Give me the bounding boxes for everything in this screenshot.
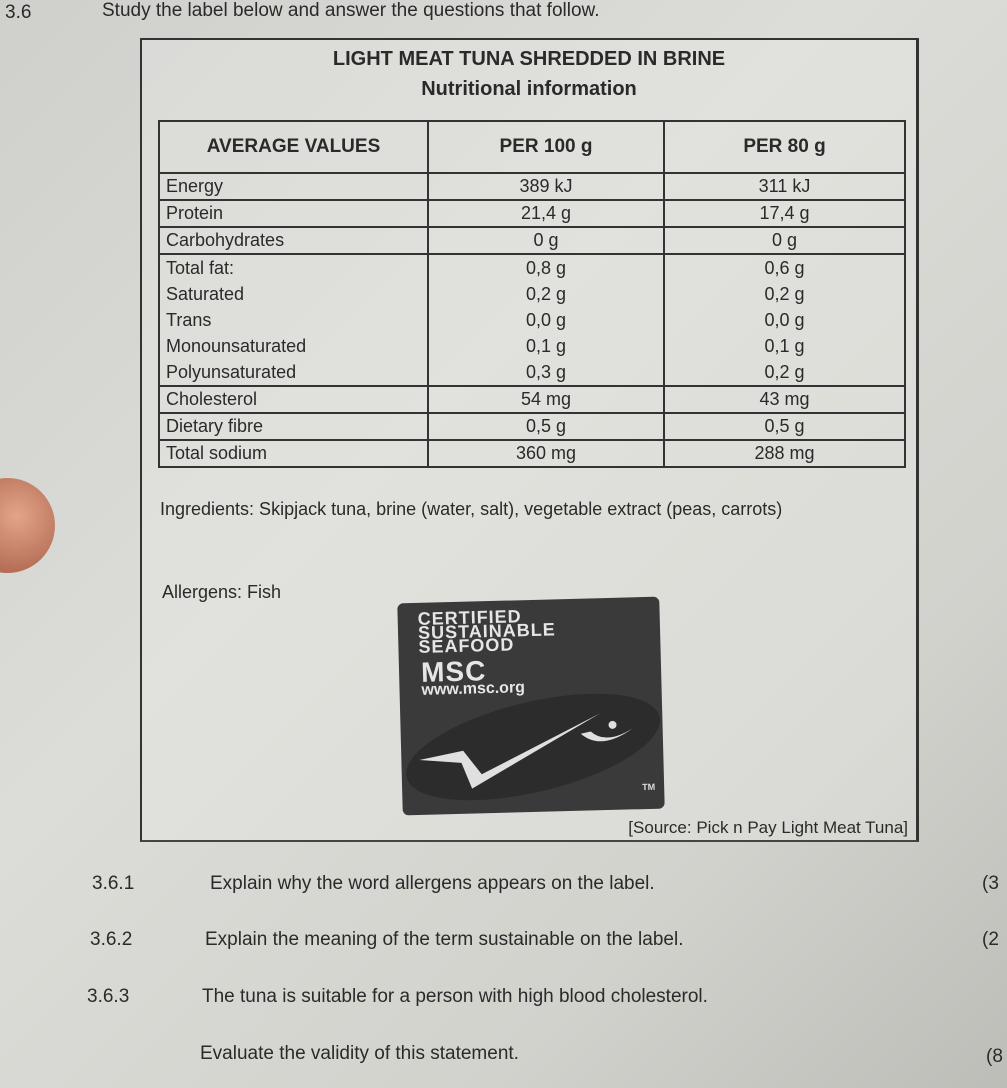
subquestion-text: Explain why the word allergens appears o… [210,873,655,894]
nutrient-name: Cholesterol [158,385,429,414]
nutrition-table: AVERAGE VALUES PER 100 g PER 80 g Energy… [158,120,906,468]
value-per-80g: 0,1 g [764,336,805,356]
value-per-80g: 311 kJ [663,172,906,201]
table-row: Dietary fibre 0,5 g 0,5 g [158,412,906,441]
allergens-text: Allergens: Fish [162,582,282,602]
fat-names: Total fat: Saturated Trans Monounsaturat… [158,253,429,387]
value-per-80g: 0,6 g [764,258,805,278]
header-average-values: AVERAGE VALUES [158,120,429,174]
msc-logo: CERTIFIED SUSTAINABLE SEAFOOD MSC www.ms… [397,596,665,816]
nutrient-name: Total fat: [166,258,235,278]
subquestion-marks: (3 [982,873,999,894]
label-subtitle: Nutritional information [421,78,637,100]
value-per-100g: 389 kJ [427,172,665,201]
subquestion-text: The tuna is suitable for a person with h… [202,986,708,1007]
subquestion-number: 3.6.1 [92,873,135,894]
value-per-80g: 17,4 g [663,199,906,228]
value-per-80g: 0,0 g [764,310,805,330]
question-number: 3.6 [5,2,32,23]
value-per-100g: 0 g [427,226,665,255]
nutrient-name: Carbohydrates [158,226,429,255]
value-per-100g: 0,0 g [525,310,567,330]
value-per-80g: 0,2 g [764,362,805,382]
subquestion-text: Explain the meaning of the term sustaina… [205,929,684,950]
table-row-fats: Total fat: Saturated Trans Monounsaturat… [158,253,906,387]
table-row: Total sodium 360 mg 288 mg [158,439,906,468]
subquestion-number: 3.6.2 [90,929,133,950]
nutrition-label: LIGHT MEAT TUNA SHREDDED IN BRINE Nutrit… [140,38,919,842]
nutrient-name: Protein [158,199,429,228]
table-row: Protein 21,4 g 17,4 g [158,199,906,228]
subquestion-marks: (8 [986,1046,1003,1067]
header-per-100g: PER 100 g [427,120,665,174]
question-instruction: Study the label below and answer the que… [102,0,600,21]
value-per-100g: 0,5 g [427,412,665,441]
finger-photo-artifact [0,478,55,573]
msc-fish-checkmark-icon [406,693,660,801]
subquestion-number: 3.6.3 [87,986,130,1007]
value-per-100g: 0,8 g [525,258,567,278]
value-per-100g: 54 mg [427,385,665,414]
table-row: Cholesterol 54 mg 43 mg [158,385,906,414]
fat-per-100g: 0,8 g 0,2 g 0,0 g 0,1 g 0,3 g [427,253,665,387]
ingredients-text: Ingredients: Skipjack tuna, brine (water… [160,499,783,519]
source-citation: [Source: Pick n Pay Light Meat Tuna] [628,818,908,837]
logo-line: SEAFOOD [418,634,515,657]
table-header-row: AVERAGE VALUES PER 100 g PER 80 g [158,120,906,174]
nutrient-name: Total sodium [158,439,429,468]
value-per-80g: 0 g [663,226,906,255]
subquestion-text: Evaluate the validity of this statement. [200,1043,519,1064]
value-per-100g: 0,1 g [525,336,567,356]
nutrient-name: Polyunsaturated [166,362,297,382]
header-per-80g: PER 80 g [663,120,906,174]
nutrient-name: Dietary fibre [158,412,429,441]
value-per-100g: 360 mg [427,439,665,468]
value-per-80g: 43 mg [663,385,906,414]
value-per-100g: 0,2 g [525,284,567,304]
table-row: Energy 389 kJ 311 kJ [158,172,906,201]
value-per-80g: 288 mg [663,439,906,468]
trademark-mark: TM [642,781,656,793]
nutrient-name: Energy [158,172,429,201]
value-per-80g: 0,2 g [764,284,805,304]
value-per-100g: 21,4 g [427,199,665,228]
nutrient-name: Monounsaturated [166,336,307,356]
value-per-80g: 0,5 g [663,412,906,441]
nutrient-name: Saturated [166,284,245,304]
fat-per-80g: 0,6 g 0,2 g 0,0 g 0,1 g 0,2 g [663,253,906,387]
nutrient-name: Trans [166,310,212,330]
value-per-100g: 0,3 g [525,362,567,382]
subquestion-marks: (2 [982,929,999,950]
label-title: LIGHT MEAT TUNA SHREDDED IN BRINE [332,48,726,70]
